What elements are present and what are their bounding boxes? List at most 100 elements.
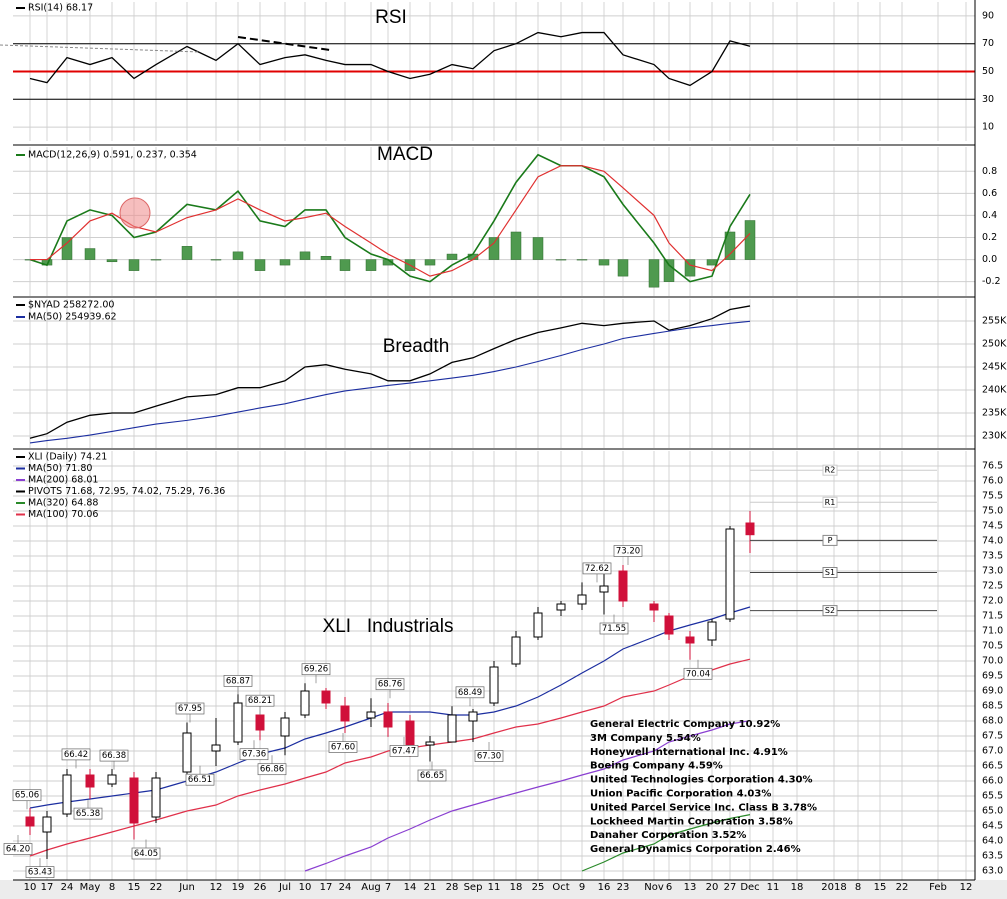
pivot-label: P — [828, 536, 833, 545]
x-tick-label: 27 — [724, 882, 737, 893]
holding: Boeing Company 4.59% — [590, 761, 723, 772]
y-tick-label: 76.0 — [982, 476, 1003, 487]
histogram-bar — [744, 220, 756, 260]
y-tick-label: 0.8 — [982, 166, 997, 177]
price-label: 68.21 — [248, 696, 272, 706]
holding: Lockheed Martin Corporation 3.58% — [590, 816, 793, 827]
label-box — [61, 748, 91, 761]
y-tick-label: 74.5 — [982, 521, 1003, 532]
histogram-bar — [598, 259, 610, 266]
candle-body — [107, 774, 117, 785]
histogram-bar — [684, 259, 696, 277]
histogram-bar — [84, 248, 96, 260]
y-tick-label: 67.0 — [982, 746, 1003, 757]
candle-body — [340, 705, 350, 722]
candle-body — [511, 636, 521, 665]
y-tick-label: 0.6 — [982, 188, 997, 199]
x-tick-label: 2018 — [821, 882, 846, 893]
x-tick-label: Jul — [278, 882, 291, 893]
candle-body — [725, 528, 735, 620]
histogram-bar — [424, 259, 436, 266]
y-tick-label: 64.0 — [982, 836, 1003, 847]
x-tick-label: 18 — [791, 882, 804, 893]
label-box — [223, 675, 253, 687]
legend-label: XLI (Daily) 74.21 — [28, 452, 107, 463]
y-tick-label: 70 — [982, 38, 994, 49]
x-tick-label: 22 — [150, 882, 163, 893]
x-tick-label: 24 — [339, 882, 352, 893]
candle-body — [383, 711, 393, 728]
price-panel — [25, 469, 937, 872]
pivot-label: S2 — [825, 606, 835, 615]
candle-body — [182, 732, 192, 773]
candle-body — [321, 690, 331, 704]
divergence-line — [237, 36, 331, 51]
x-tick-label: 10 — [24, 882, 37, 893]
legend-label: $NYAD 258272.00 — [28, 300, 114, 311]
panel-title: RSI — [375, 7, 407, 28]
rsi-panel — [13, 31, 975, 100]
label-box — [185, 773, 215, 786]
y-tick-label: 68.0 — [982, 716, 1003, 727]
price-label: 68.87 — [226, 676, 250, 686]
y-tick-label: 63.5 — [982, 851, 1003, 862]
histogram-bar — [279, 259, 291, 266]
candle-body — [618, 570, 628, 602]
label-box — [613, 545, 643, 557]
series-line — [29, 305, 751, 439]
label-box — [239, 748, 269, 761]
histogram-bar — [510, 231, 522, 260]
x-tick-label: 7 — [385, 882, 391, 893]
label-box — [257, 763, 287, 776]
candle-body — [280, 717, 290, 737]
holding: Honeywell International Inc. 4.91% — [590, 747, 788, 758]
x-tick-label: May — [80, 882, 101, 893]
x-tick-label: 8 — [855, 882, 861, 893]
price-label: 67.47 — [392, 746, 416, 756]
candle-body — [425, 741, 435, 746]
x-tick-label: 25 — [532, 882, 545, 893]
label-box — [25, 866, 55, 878]
x-tick-label: 15 — [128, 882, 141, 893]
price-label: 65.06 — [15, 791, 39, 801]
y-tick-label: 72.5 — [982, 581, 1003, 592]
x-tick-label: 16 — [598, 882, 611, 893]
candle-body — [533, 612, 543, 638]
x-tick-label: 22 — [896, 882, 909, 893]
y-tick-label: 66.0 — [982, 776, 1003, 787]
candle-body — [255, 714, 265, 731]
y-tick-label: 75.0 — [982, 506, 1003, 517]
histogram-bar — [320, 256, 332, 260]
y-tick-label: 69.0 — [982, 686, 1003, 697]
series-line — [29, 606, 751, 809]
pivot-box — [822, 496, 838, 508]
y-tick-label: 90 — [982, 10, 994, 21]
holding: Union Pacific Corporation 4.03% — [590, 789, 771, 800]
x-tick-label: 19 — [232, 882, 245, 893]
x-tick-label: 15 — [874, 882, 887, 893]
pivot-box — [822, 567, 838, 578]
histogram-bar — [128, 259, 140, 271]
y-tick-label: 68.5 — [982, 701, 1003, 712]
candle-body — [577, 594, 587, 605]
panel-title: MACD — [377, 144, 433, 165]
y-tick-label: 65.5 — [982, 791, 1003, 802]
macd-panel — [24, 153, 756, 288]
y-tick-label: 71.5 — [982, 611, 1003, 622]
x-tick-label: 9 — [579, 882, 585, 893]
candle-body — [707, 621, 717, 641]
holding: United Technologies Corporation 4.30% — [590, 775, 813, 786]
legend-label: MACD(12,26,9) 0.591, 0.237, 0.354 — [28, 150, 197, 161]
x-tick-label: Nov — [644, 882, 664, 893]
histogram-bar — [299, 251, 311, 260]
y-tick-label: 75.5 — [982, 491, 1003, 502]
highlight-circle — [119, 197, 151, 229]
price-label: 63.43 — [28, 868, 52, 878]
legend-label: RSI(14) 68.17 — [28, 3, 93, 14]
x-tick-label: 17 — [41, 882, 54, 893]
x-tick-label: 12 — [210, 882, 223, 893]
candle-body — [42, 816, 52, 833]
price-label: 70.04 — [686, 669, 710, 679]
